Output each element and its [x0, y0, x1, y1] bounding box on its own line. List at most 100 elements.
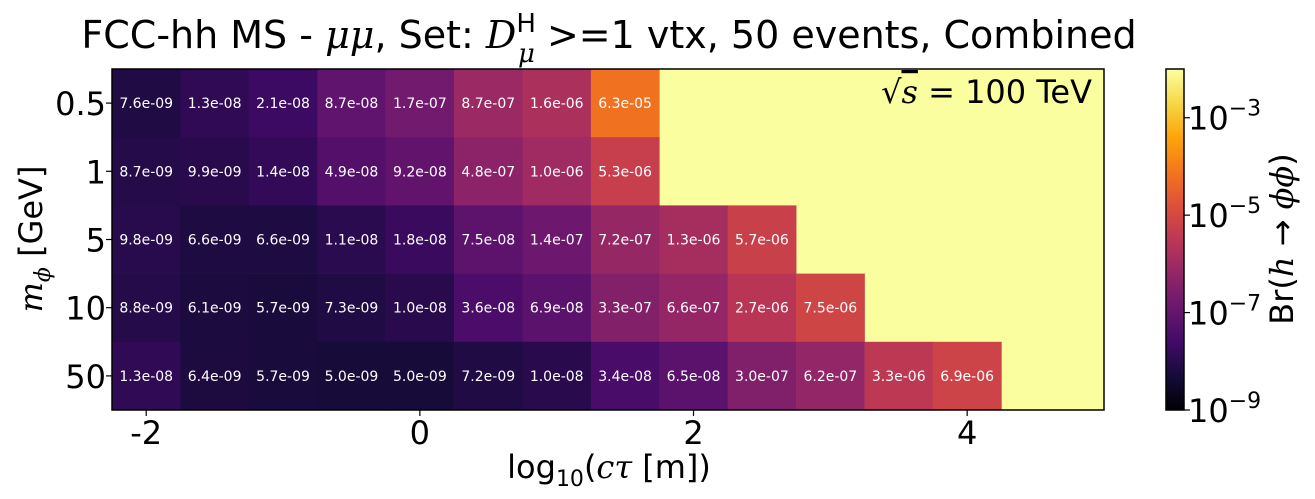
- colorbar-tick-label: 10−9: [1188, 389, 1261, 430]
- cell-value-label: 8.8e-09: [119, 301, 173, 317]
- cell-value-label: 9.9e-09: [188, 164, 242, 180]
- heatmap-cell: [317, 137, 386, 206]
- x-tick-label: -2: [130, 414, 162, 452]
- cell-value-label: 2.7e-06: [735, 301, 789, 317]
- y-tick-label: 10: [65, 290, 106, 328]
- cell-value-label: 6.6e-09: [256, 233, 310, 249]
- heatmap-cell: [112, 69, 181, 138]
- cell-value-label: 7.2e-09: [461, 369, 515, 385]
- cell-value-label: 5.7e-06: [735, 233, 789, 249]
- cell-value-label: 9.2e-08: [393, 164, 447, 180]
- cell-value-label: 3.0e-07: [735, 369, 789, 385]
- heatmap-cell: [796, 341, 865, 410]
- chart-title: FCC-hh MS - μμ, Set: DH μ >=1 vtx, 50 eve…: [81, 9, 1136, 69]
- cell-value-label: 6.6e-09: [188, 233, 242, 249]
- cell-value-label: 1.3e-08: [119, 369, 173, 385]
- colorbar-label: Br(h → ϕϕ): [1263, 153, 1301, 324]
- heatmap-cell: [727, 341, 797, 410]
- heatmap-cell: [112, 137, 181, 206]
- cell-value-label: 6.2e-07: [803, 369, 857, 385]
- heatmap-cell: [454, 341, 523, 410]
- cell-value-label: 2.1e-08: [256, 96, 310, 112]
- x-tick-label: 4: [957, 414, 977, 452]
- cell-value-label: 3.3e-06: [872, 369, 926, 385]
- cell-value-label: 6.9e-08: [530, 301, 584, 317]
- y-axis: 0.5 1 5 10 50: [55, 85, 112, 396]
- heatmap-cell: [454, 137, 523, 206]
- cell-value-label: 1.4e-07: [530, 233, 584, 249]
- cell-value-label: 1.8e-08: [393, 233, 447, 249]
- cell-value-label: 1.0e-06: [530, 164, 584, 180]
- heatmap-cell: [385, 273, 455, 343]
- heatmap-cell: [659, 273, 729, 343]
- heatmap-cell: [248, 341, 318, 410]
- heatmap-cell: [864, 341, 934, 410]
- heatmap-cell: [590, 69, 660, 138]
- y-tick-label: 1: [86, 153, 106, 191]
- heatmap-cell: [317, 69, 386, 138]
- heatmap-cell: [180, 205, 250, 274]
- cell-value-label: 6.3e-05: [598, 96, 652, 112]
- heatmap-cell: [317, 205, 386, 274]
- cell-value-label: 7.5e-06: [803, 301, 857, 317]
- heatmap-cell: [590, 205, 660, 274]
- y-tick-label: 50: [65, 358, 106, 396]
- heatmap-cell: [248, 69, 318, 138]
- heatmap-cell: [248, 273, 318, 343]
- y-axis-label: mϕ [GeV]: [12, 166, 56, 313]
- plot-area: 7.6e-09 1.3e-08 2.1e-08 8.7e-08 1.7e-07 8.7e-…: [112, 69, 1104, 410]
- heatmap-cell: [248, 205, 318, 274]
- heatmap-cell: [385, 69, 455, 138]
- y-tick-label: 0.5: [55, 85, 106, 123]
- heatmap-cell: [317, 341, 386, 410]
- cell-value-label: 6.1e-09: [188, 301, 242, 317]
- x-tick-label: 2: [683, 414, 703, 452]
- colorbar-scale: [1165, 68, 1185, 411]
- heatmap-cell: [522, 137, 592, 206]
- heatmap-cell: [180, 273, 250, 343]
- heatmap-cell: [180, 341, 250, 410]
- heatmap-cell: [522, 69, 592, 138]
- heatmap-cell: [454, 273, 523, 343]
- cell-value-label: 1.0e-08: [530, 369, 584, 385]
- cell-value-label: 1.6e-06: [530, 96, 584, 112]
- x-tick-label: 0: [410, 414, 430, 452]
- cell-value-label: 1.4e-08: [256, 164, 310, 180]
- heatmap-cell: [796, 273, 865, 343]
- heatmap-cell: [385, 205, 455, 274]
- heatmap-cell: [727, 273, 797, 343]
- cell-value-label: 9.8e-09: [119, 233, 173, 249]
- cell-value-label: 8.7e-08: [325, 96, 379, 112]
- cell-value-label: 1.3e-08: [188, 96, 242, 112]
- cell-value-label: 1.0e-08: [393, 301, 447, 317]
- heatmap-cells: 7.6e-09 1.3e-08 2.1e-08 8.7e-08 1.7e-07 8.7e-…: [112, 69, 1002, 410]
- cell-value-label: 8.7e-09: [119, 164, 173, 180]
- colorbar-tick-label: 10−5: [1188, 194, 1261, 235]
- heatmap-cell: [317, 273, 386, 343]
- heatmap-cell: [659, 205, 729, 274]
- heatmap-cell: [932, 341, 1002, 410]
- x-axis: -2 0 2 4: [130, 410, 977, 452]
- heatmap-cell: [454, 69, 523, 138]
- heatmap-cell: [248, 137, 318, 206]
- cell-value-label: 5.0e-09: [393, 369, 447, 385]
- cell-value-label: 3.3e-07: [598, 301, 652, 317]
- cell-value-label: 4.8e-07: [461, 164, 515, 180]
- heatmap-cell: [522, 341, 592, 410]
- cell-value-label: 4.9e-08: [325, 164, 379, 180]
- cell-value-label: 6.4e-09: [188, 369, 242, 385]
- cell-value-label: 7.6e-09: [119, 96, 173, 112]
- heatmap-cell: [112, 341, 181, 410]
- cell-value-label: 6.6e-07: [667, 301, 721, 317]
- y-tick-label: 5: [86, 222, 106, 260]
- colorbar-tick-label: 10−3: [1188, 97, 1261, 138]
- heatmap-cell: [112, 205, 181, 274]
- cell-value-label: 5.7e-09: [256, 301, 310, 317]
- colorbar-ticks: 10−9 10−7 10−5 10−3: [1184, 97, 1261, 430]
- heatmap-cell: [659, 341, 729, 410]
- heatmap-cell: [522, 205, 592, 274]
- cell-value-label: 1.7e-07: [393, 96, 447, 112]
- cell-value-label: 3.6e-08: [461, 301, 515, 317]
- energy-annotation: √s = 100 TeV: [881, 73, 1092, 111]
